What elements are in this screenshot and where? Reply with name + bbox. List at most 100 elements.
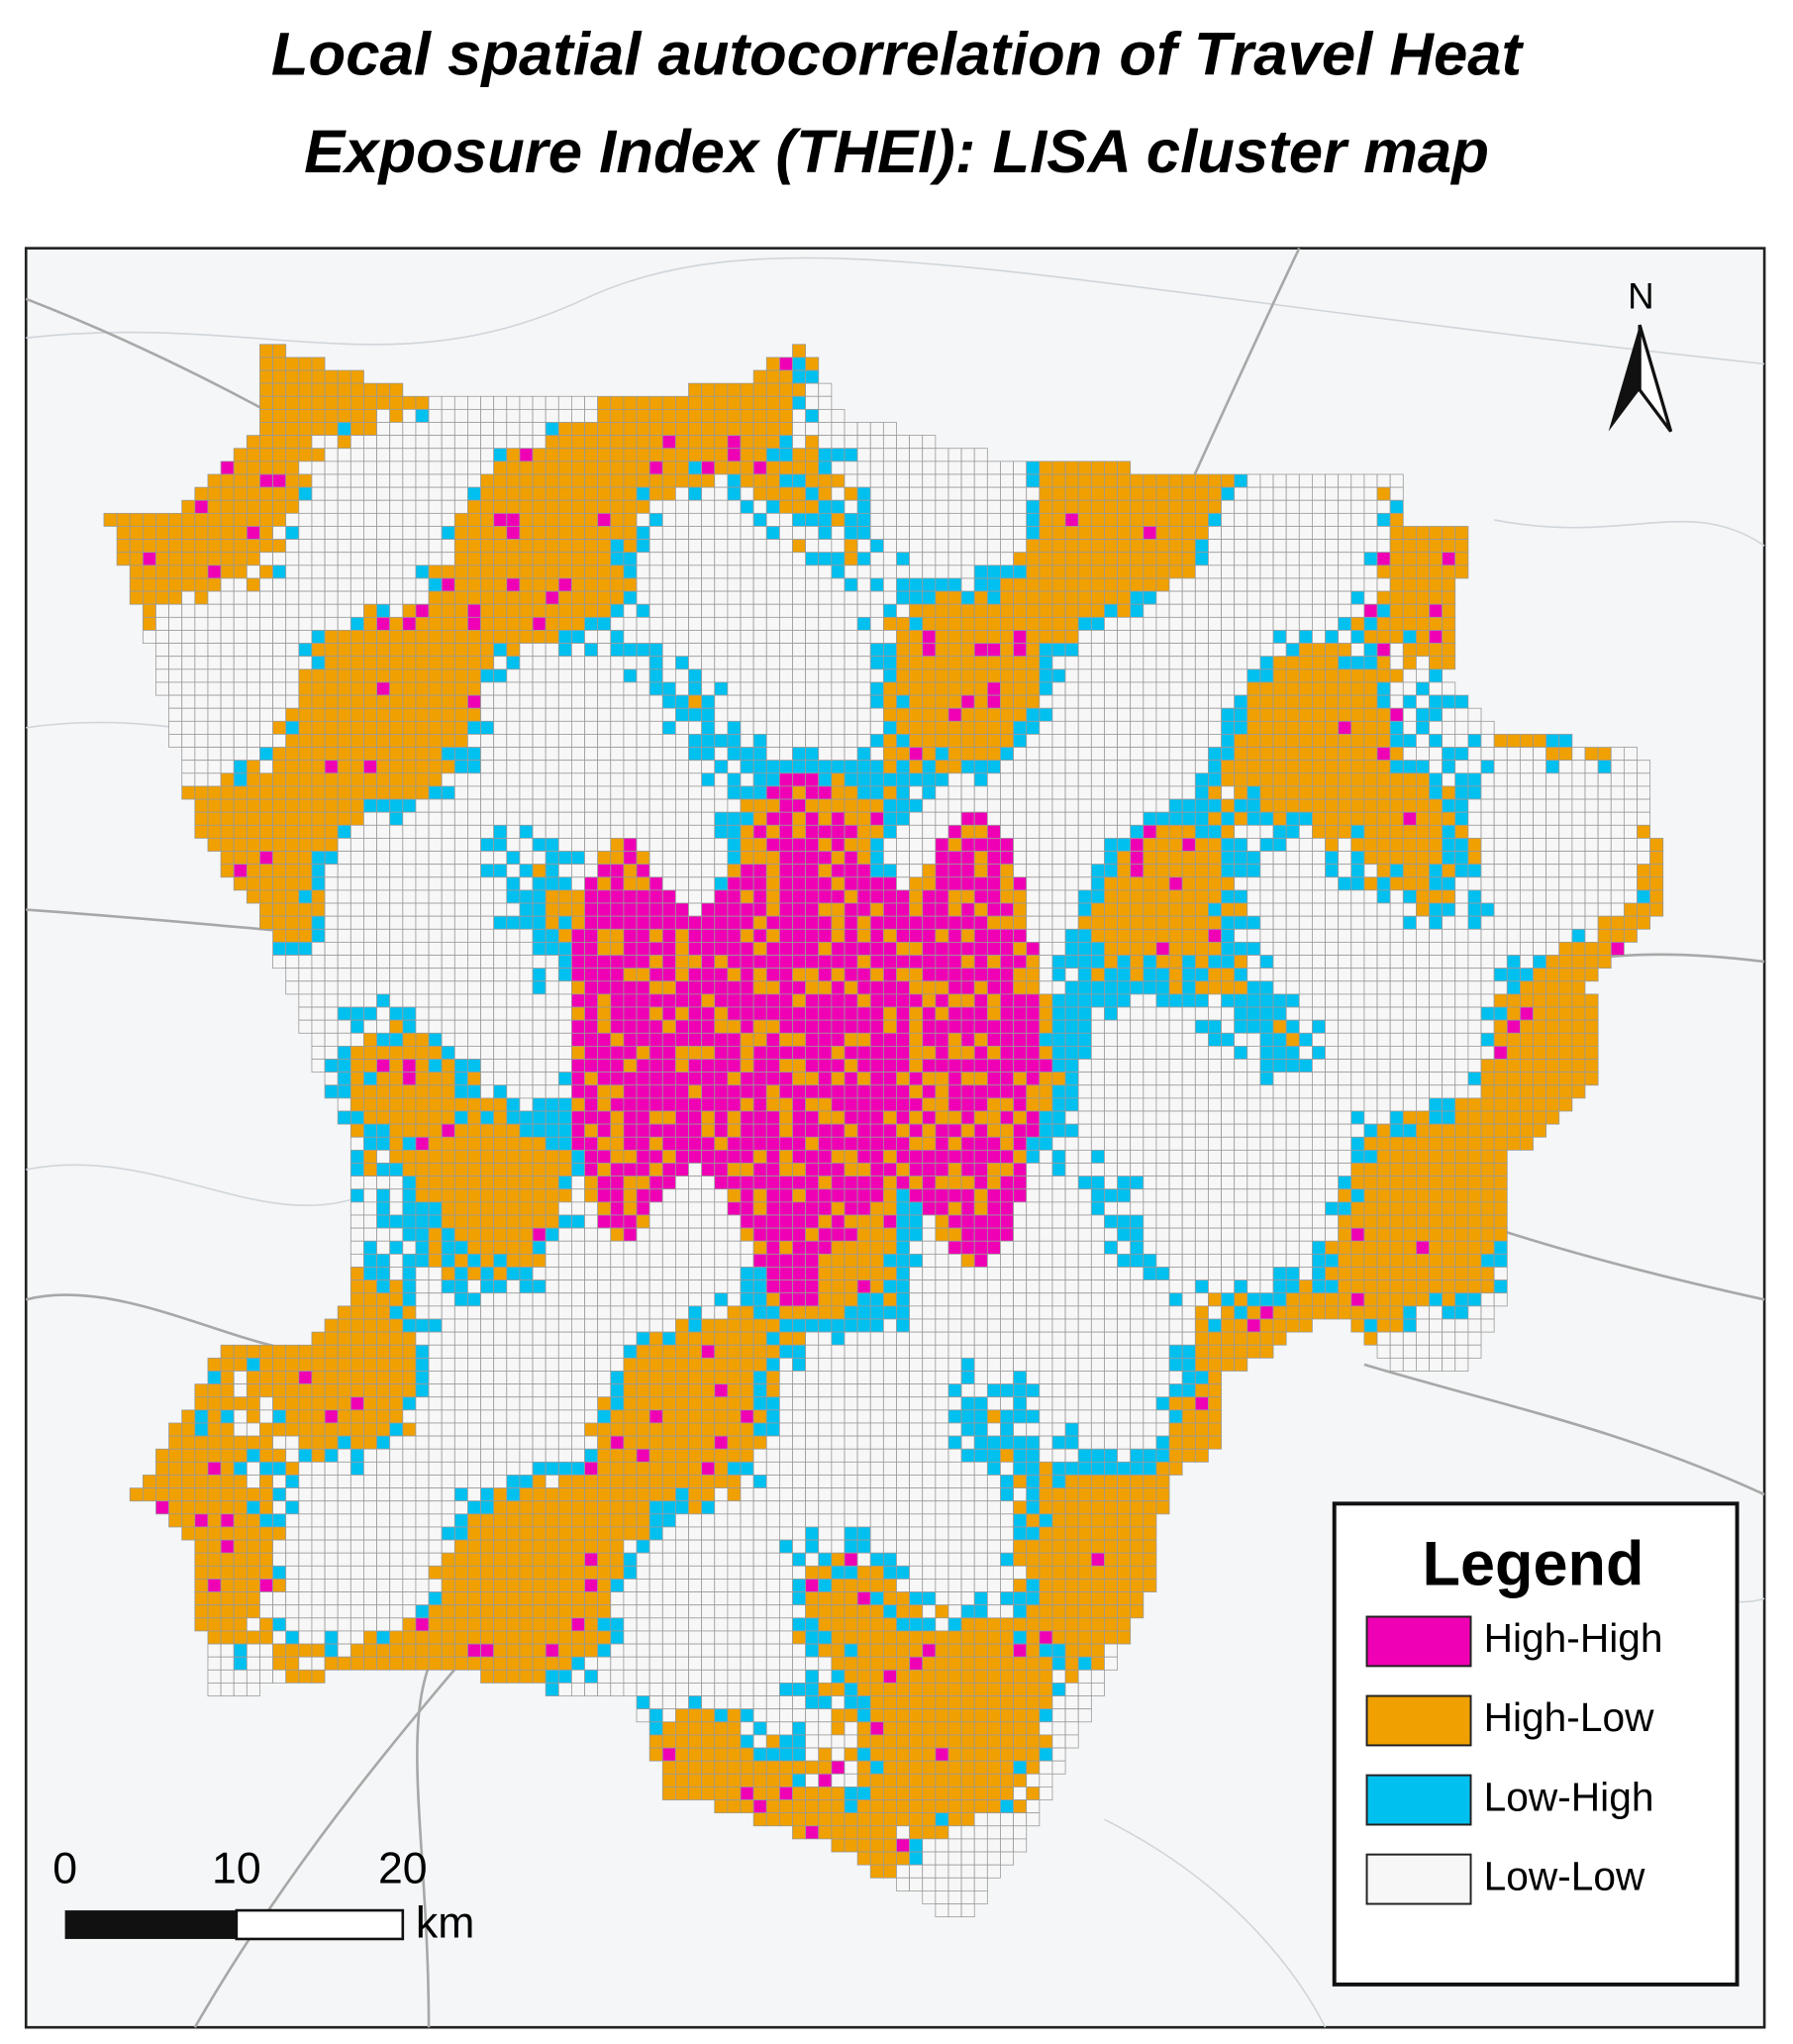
grid-cell — [661, 942, 676, 956]
grid-cell — [324, 408, 339, 423]
grid-cell — [1325, 851, 1340, 866]
grid-cell — [349, 564, 364, 579]
grid-cell — [1429, 526, 1444, 540]
grid-cell — [856, 707, 871, 722]
grid-cell — [765, 876, 780, 891]
grid-cell — [869, 798, 884, 813]
grid-cell — [1194, 668, 1209, 683]
grid-cell — [1194, 707, 1209, 722]
grid-cell — [1013, 656, 1028, 670]
grid-cell — [337, 980, 351, 995]
grid-cell — [506, 811, 521, 826]
grid-cell — [714, 395, 729, 410]
grid-cell — [805, 876, 820, 891]
grid-cell — [506, 590, 521, 605]
grid-cell — [1064, 707, 1079, 722]
grid-cell — [1272, 928, 1287, 943]
grid-cell — [467, 785, 481, 800]
grid-cell — [765, 590, 780, 605]
grid-cell — [441, 993, 455, 1008]
grid-cell — [727, 422, 742, 437]
grid-cell — [909, 656, 924, 670]
grid-cell — [1104, 526, 1118, 540]
grid-cell — [441, 772, 455, 787]
grid-cell — [661, 707, 676, 722]
grid-cell — [506, 876, 521, 891]
grid-cell — [363, 564, 377, 579]
grid-cell — [1155, 851, 1170, 866]
grid-cell — [389, 772, 404, 787]
grid-cell — [1376, 707, 1391, 722]
grid-cell — [1143, 980, 1157, 995]
grid-cell — [285, 864, 300, 878]
grid-cell — [675, 851, 689, 866]
grid-cell — [1013, 526, 1028, 540]
grid-cell — [1000, 928, 1014, 943]
grid-cell — [765, 382, 780, 397]
grid-cell — [584, 422, 599, 437]
grid-cell — [1130, 707, 1145, 722]
grid-cell — [856, 851, 871, 866]
grid-cell — [610, 851, 625, 866]
grid-cell — [1298, 707, 1313, 722]
grid-cell — [792, 772, 807, 787]
grid-cell — [818, 955, 833, 970]
grid-cell — [1039, 577, 1053, 592]
grid-cell — [675, 395, 689, 410]
grid-cell — [1402, 656, 1417, 670]
grid-cell — [1234, 942, 1248, 956]
grid-cell — [856, 980, 871, 995]
grid-cell — [701, 1046, 716, 1060]
grid-cell — [415, 902, 430, 917]
grid-cell — [1312, 564, 1326, 579]
grid-cell — [1090, 798, 1105, 813]
grid-cell — [402, 707, 417, 722]
grid-cell — [1026, 772, 1041, 787]
grid-cell — [1039, 1019, 1053, 1034]
grid-cell — [610, 486, 625, 501]
grid-cell — [311, 526, 326, 540]
grid-cell — [493, 526, 508, 540]
grid-cell — [1442, 968, 1456, 982]
grid-cell — [1013, 552, 1028, 566]
grid-cell — [1221, 980, 1236, 995]
grid-cell — [545, 720, 559, 735]
grid-cell — [453, 616, 468, 631]
grid-cell — [584, 889, 599, 904]
grid-cell — [818, 747, 833, 762]
grid-cell — [1090, 590, 1105, 605]
grid-cell — [1519, 889, 1534, 904]
grid-cell — [272, 486, 287, 501]
grid-cell — [1454, 734, 1469, 748]
grid-cell — [909, 1032, 924, 1047]
grid-cell — [1051, 473, 1066, 488]
grid-cell — [648, 395, 663, 410]
grid-cell — [1104, 564, 1118, 579]
grid-cell — [1234, 785, 1248, 800]
grid-cell — [1506, 876, 1521, 891]
grid-cell — [181, 707, 196, 722]
grid-cell — [1467, 772, 1482, 787]
grid-cell — [818, 448, 833, 462]
grid-cell — [233, 772, 248, 787]
grid-cell — [557, 851, 572, 866]
grid-cell — [532, 460, 547, 475]
grid-cell — [519, 668, 534, 683]
grid-cell — [337, 811, 351, 826]
grid-cell — [1130, 473, 1145, 488]
grid-cell — [1194, 486, 1209, 501]
grid-cell — [818, 889, 833, 904]
grid-cell — [1181, 824, 1196, 839]
grid-cell — [740, 707, 754, 722]
grid-cell — [1402, 668, 1417, 683]
grid-cell — [818, 1032, 833, 1047]
grid-cell — [1259, 486, 1274, 501]
grid-cell — [1597, 851, 1612, 866]
grid-cell — [1064, 512, 1079, 527]
grid-cell — [597, 499, 612, 514]
grid-cell — [324, 876, 339, 891]
grid-cell — [1168, 980, 1183, 995]
grid-cell — [1389, 928, 1404, 943]
grid-cell — [960, 630, 975, 644]
grid-cell — [1285, 577, 1300, 592]
